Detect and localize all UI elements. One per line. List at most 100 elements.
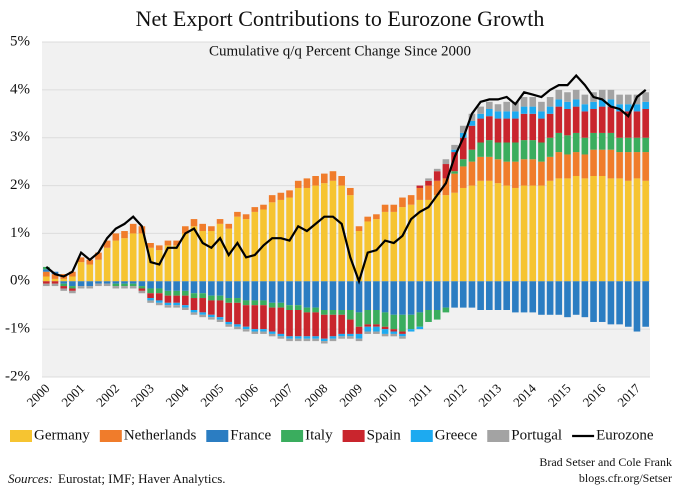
bar-segment xyxy=(242,326,250,330)
bar-segment xyxy=(459,281,467,308)
bar-segment xyxy=(208,300,215,315)
bar-segment xyxy=(103,283,111,287)
bar-segment xyxy=(486,101,493,109)
bar-segment xyxy=(624,104,632,112)
bar-segment xyxy=(373,331,380,334)
x-tick-label: 2001 xyxy=(58,381,87,410)
bar-segment xyxy=(138,286,146,289)
bar-segment xyxy=(121,283,128,287)
bar-segment xyxy=(260,300,267,306)
bar-segment xyxy=(642,101,649,109)
bar-segment xyxy=(416,199,424,282)
bar-segment xyxy=(312,176,319,186)
bar-segment xyxy=(598,176,606,282)
bar-segment xyxy=(477,106,484,114)
bar-segment xyxy=(555,152,563,179)
bar-segment xyxy=(242,300,250,306)
bar-segment xyxy=(208,226,215,232)
bar-segment xyxy=(147,281,154,289)
bar-segment xyxy=(320,314,328,339)
bar-segment xyxy=(503,185,510,282)
bar-segment xyxy=(347,187,354,196)
bar-segment xyxy=(268,281,276,303)
bar-segment xyxy=(147,288,154,294)
bar-segment xyxy=(43,281,50,284)
bar-segment xyxy=(199,298,206,313)
x-tick-label: 2009 xyxy=(336,381,365,410)
bar-segment xyxy=(572,99,580,107)
bar-segment xyxy=(312,185,319,282)
bar-segment xyxy=(69,281,76,287)
bar-segment xyxy=(260,305,267,330)
bar-segment xyxy=(43,283,50,287)
bar-segment xyxy=(538,161,545,186)
bar-segment xyxy=(112,286,120,289)
bar-segment xyxy=(538,118,545,143)
bar-segment xyxy=(607,132,615,150)
bar-segment xyxy=(103,281,111,284)
bar-segment xyxy=(338,310,345,315)
bar-segment xyxy=(190,226,198,282)
bar-segment xyxy=(242,329,250,332)
bar-segment xyxy=(155,281,163,289)
bar-segment xyxy=(546,156,554,181)
bar-segment xyxy=(182,295,189,306)
x-tick-label: 2017 xyxy=(614,380,643,409)
bar-segment xyxy=(373,214,380,220)
bar-segment xyxy=(407,329,415,332)
bar-segment xyxy=(234,216,241,282)
bar-segment xyxy=(294,281,302,306)
bar-segment xyxy=(60,288,68,291)
bar-segment xyxy=(164,295,172,303)
bar-segment xyxy=(529,106,537,114)
bar-segment xyxy=(538,101,545,112)
legend-label: Netherlands xyxy=(124,427,197,443)
bar-segment xyxy=(112,240,120,282)
bar-segment xyxy=(590,109,597,133)
bar-segment xyxy=(121,281,128,284)
legend-label: Spain xyxy=(367,427,402,443)
bar-segment xyxy=(546,180,554,282)
bar-segment xyxy=(286,336,293,339)
bar-segment xyxy=(251,305,259,330)
bar-segment xyxy=(555,178,563,282)
bar-segment xyxy=(381,312,389,327)
bar-segment xyxy=(303,178,311,188)
bar-segment xyxy=(268,302,276,308)
bar-segment xyxy=(164,290,172,296)
bar-segment xyxy=(129,283,137,287)
bar-segment xyxy=(199,314,206,318)
bar-segment xyxy=(147,247,154,282)
bar-segment xyxy=(242,281,250,301)
bar-segment xyxy=(425,178,432,181)
bar-segment xyxy=(459,125,467,133)
bar-segment xyxy=(572,152,580,176)
legend-label: Eurozone xyxy=(596,427,654,443)
bar-segment xyxy=(182,290,189,296)
bar-segment xyxy=(216,317,224,320)
bar-segment xyxy=(277,199,285,282)
legend-item: France xyxy=(206,427,271,443)
bar-segment xyxy=(182,307,189,310)
bar-segment xyxy=(77,286,85,289)
bar-segment xyxy=(468,120,476,126)
x-tick-label: 2004 xyxy=(163,380,192,409)
bar-segment xyxy=(277,307,285,334)
bar-segment xyxy=(147,300,154,303)
bar-segment xyxy=(416,185,424,188)
bar-segment xyxy=(598,149,606,176)
legend-label: Italy xyxy=(305,427,333,443)
bar-segment xyxy=(77,257,85,263)
bar-segment xyxy=(381,326,389,330)
bar-segment xyxy=(182,226,189,234)
bar-segment xyxy=(355,333,363,339)
bar-segment xyxy=(564,92,571,102)
bar-segment xyxy=(173,305,180,308)
bar-segment xyxy=(399,281,406,315)
bar-segment xyxy=(199,223,206,232)
bar-segment xyxy=(355,338,363,342)
bar-segment xyxy=(616,94,623,105)
bar-segment xyxy=(260,204,267,210)
x-tick-label: 2006 xyxy=(232,380,261,409)
bar-segment xyxy=(303,307,311,313)
